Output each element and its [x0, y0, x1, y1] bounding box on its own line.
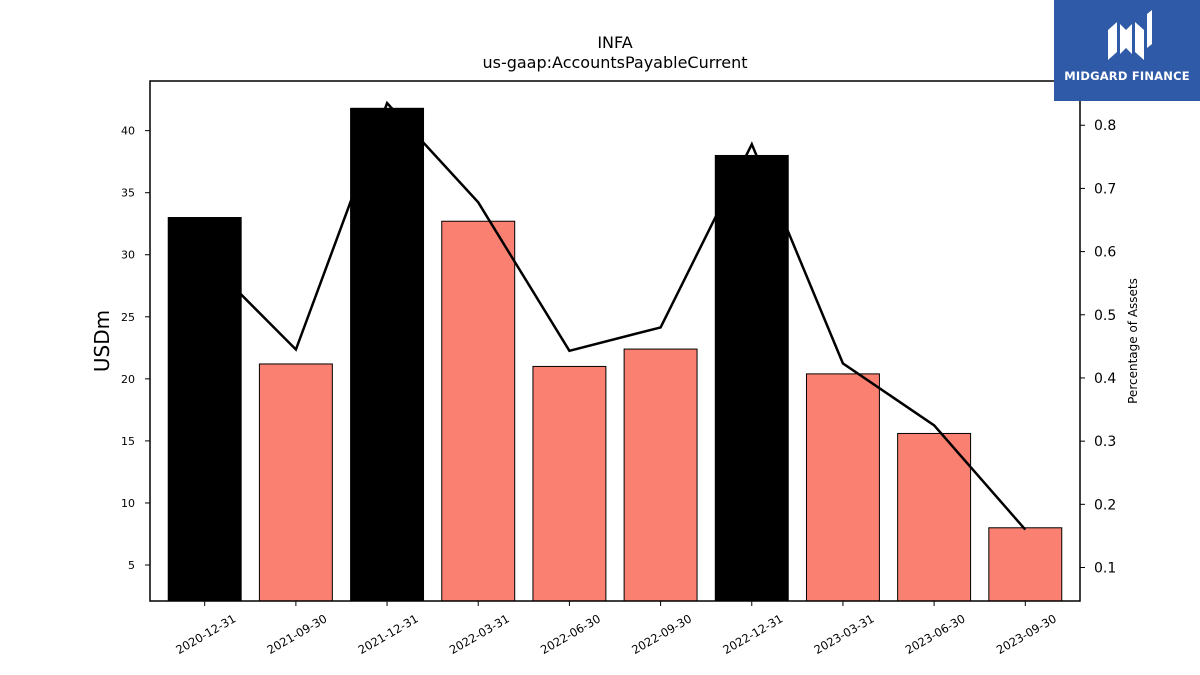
y2-tick-label: 0.1 [1094, 561, 1116, 577]
bar-2020-12-31 [167, 217, 242, 602]
bar-2022-09-30 [623, 348, 698, 602]
y-tick-label: 5 [128, 559, 135, 572]
y2-tick-label: 0.6 [1094, 245, 1116, 261]
bar-2022-03-31 [441, 220, 516, 602]
plot-frame [149, 80, 1081, 602]
y2-axis-label: Percentage of Assets [1126, 278, 1140, 404]
bar-2023-03-31 [805, 373, 880, 602]
bar-2022-06-30 [532, 365, 607, 602]
logo-text: MIDGARD FINANCE [1064, 69, 1190, 83]
x-tick-label: 2021-12-31 [356, 611, 421, 657]
y-tick-label: 30 [121, 249, 135, 262]
chart-subtitle: us-gaap:AccountsPayableCurrent [482, 53, 747, 72]
y2-tick-label: 0.4 [1094, 371, 1116, 387]
x-tick-label: 2022-12-31 [720, 611, 785, 657]
y-axis-label: USDm [90, 310, 114, 372]
y2-tick-label: 0.5 [1094, 308, 1116, 324]
chart-title: INFA [597, 33, 632, 52]
y-tick-label: 25 [121, 311, 135, 324]
y-tick-label: 40 [121, 125, 135, 138]
x-tick-label: 2023-03-31 [812, 611, 877, 657]
bar-2023-06-30 [897, 432, 972, 602]
x-tick-label: 2022-06-30 [538, 611, 603, 657]
x-tick-label: 2023-09-30 [994, 611, 1059, 657]
x-tick-label: 2020-12-31 [173, 611, 238, 657]
y2-tick-label: 0.7 [1094, 181, 1116, 197]
y-tick-label: 15 [121, 435, 135, 448]
bar-2022-12-31 [714, 154, 789, 602]
y2-tick-label: 0.2 [1094, 497, 1116, 513]
y-tick-label: 35 [121, 187, 135, 200]
y-tick-label: 20 [121, 373, 135, 386]
y2-tick-label: 0.8 [1094, 118, 1116, 134]
bar-2021-12-31 [350, 107, 425, 602]
bar-2023-09-30 [988, 527, 1063, 602]
y2-tick-label: 0.3 [1094, 434, 1116, 450]
x-tick-label: 2023-06-30 [903, 611, 968, 657]
y-tick-label: 10 [121, 497, 135, 510]
x-tick-label: 2022-09-30 [629, 611, 694, 657]
bar-2021-09-30 [258, 363, 333, 602]
logo-mark-icon [1108, 10, 1152, 60]
midgard-finance-logo: MIDGARD FINANCE [1054, 0, 1200, 101]
x-tick-label: 2022-03-31 [447, 611, 512, 657]
x-tick-label: 2021-09-30 [264, 611, 329, 657]
percentage-of-assets-line [203, 100, 1027, 531]
